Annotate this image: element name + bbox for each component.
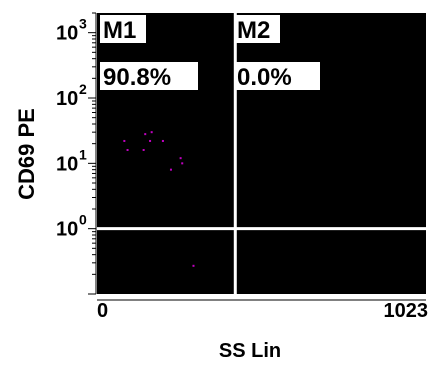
x-tick-label: 1023 — [384, 300, 429, 322]
gate-m2-label-text: M2 — [237, 17, 270, 44]
label-layer: M1 90.8% M2 0.0% — [100, 15, 320, 91]
x-tick-label: 0 — [97, 300, 108, 322]
data-point — [150, 131, 153, 134]
y-tick-label: 10 — [56, 23, 78, 45]
y-tick-exponent: 1 — [79, 146, 87, 162]
y-tick-label: 10 — [56, 153, 78, 175]
data-point — [142, 148, 145, 151]
y-tick-exponent: 3 — [79, 16, 87, 32]
data-point — [126, 148, 129, 151]
gate-m1-label-text: M1 — [103, 17, 136, 44]
y-tick-exponent: 0 — [79, 212, 87, 228]
y-tick-exponent: 2 — [79, 81, 87, 97]
gate-m1-label: M1 — [100, 15, 146, 44]
data-point — [123, 139, 126, 142]
gate-m2-percent-text: 0.0% — [237, 64, 292, 91]
data-point — [169, 168, 172, 171]
x-axis-title: SS Lin — [219, 340, 281, 362]
data-point — [181, 162, 184, 165]
gate-m1-percent-text: 90.8% — [103, 64, 171, 91]
gate-m2-label: M2 — [234, 15, 280, 44]
data-point — [179, 157, 182, 160]
gate-m1-percent-box — [100, 62, 198, 90]
data-point — [161, 139, 164, 142]
plot-background — [97, 13, 426, 294]
y-axis-title: CD69 PE — [14, 108, 39, 200]
gate-m1-label-box — [100, 15, 146, 43]
y-tick-label: 10 — [56, 219, 78, 241]
data-point — [192, 264, 195, 267]
data-point — [149, 139, 152, 142]
plot-layer — [97, 13, 426, 294]
gate-m2-percent-box — [234, 62, 320, 90]
gate-m1-percent: 90.8% — [100, 62, 198, 91]
gate-m2-percent: 0.0% — [234, 62, 320, 91]
gate-m2-label-box — [234, 15, 280, 43]
y-tick-label: 10 — [56, 88, 78, 110]
data-point — [144, 133, 147, 136]
